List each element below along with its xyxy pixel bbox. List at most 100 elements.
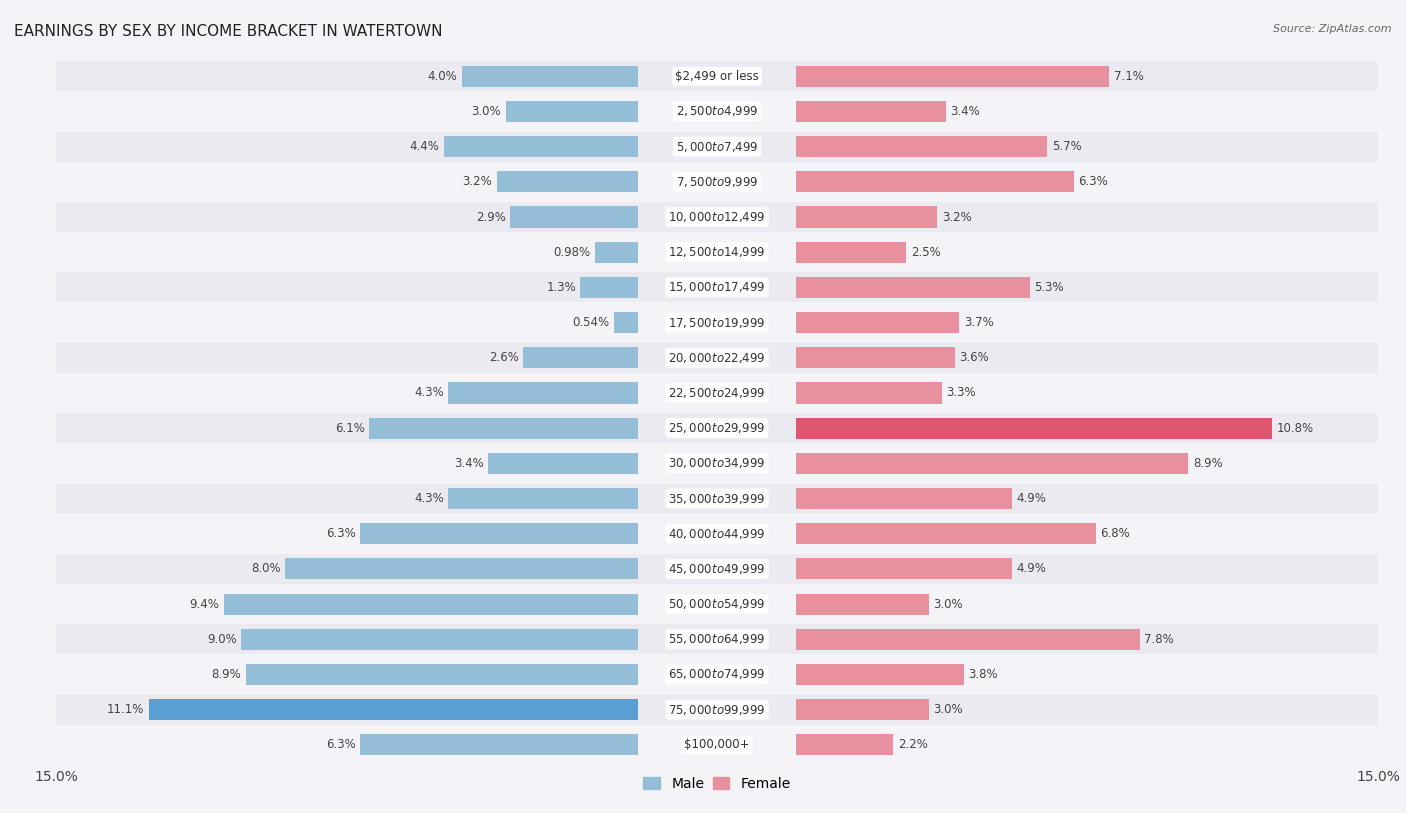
Bar xyxy=(496,172,638,193)
Text: 3.4%: 3.4% xyxy=(454,457,484,470)
Text: $65,000 to $74,999: $65,000 to $74,999 xyxy=(668,667,766,681)
Bar xyxy=(595,241,638,263)
Bar xyxy=(56,343,1378,372)
Text: 4.3%: 4.3% xyxy=(415,386,444,399)
Text: 9.0%: 9.0% xyxy=(207,633,236,646)
Text: 6.8%: 6.8% xyxy=(1101,527,1130,540)
Bar xyxy=(56,97,1378,126)
Text: 3.0%: 3.0% xyxy=(471,105,501,118)
Text: Source: ZipAtlas.com: Source: ZipAtlas.com xyxy=(1274,24,1392,34)
Text: 11.1%: 11.1% xyxy=(107,703,145,716)
Text: 3.2%: 3.2% xyxy=(463,176,492,189)
Legend: Male, Female: Male, Female xyxy=(638,771,796,796)
Text: $100,000+: $100,000+ xyxy=(685,738,749,751)
Bar xyxy=(56,61,1378,91)
Bar xyxy=(796,172,1074,193)
Text: $15,000 to $17,499: $15,000 to $17,499 xyxy=(668,280,766,294)
Bar xyxy=(796,453,1188,474)
Bar xyxy=(796,136,1047,157)
Bar xyxy=(56,167,1378,197)
Bar xyxy=(242,628,638,650)
Text: $12,500 to $14,999: $12,500 to $14,999 xyxy=(668,246,766,259)
Text: 8.9%: 8.9% xyxy=(1192,457,1223,470)
Bar xyxy=(614,312,638,333)
Text: $10,000 to $12,499: $10,000 to $12,499 xyxy=(668,210,766,224)
Text: 3.0%: 3.0% xyxy=(934,703,963,716)
Text: 8.0%: 8.0% xyxy=(252,563,281,576)
Bar xyxy=(56,307,1378,337)
Bar xyxy=(488,453,638,474)
Bar xyxy=(796,628,1140,650)
Bar xyxy=(56,519,1378,549)
Text: $7,500 to $9,999: $7,500 to $9,999 xyxy=(676,175,758,189)
Text: 0.98%: 0.98% xyxy=(553,246,591,259)
Text: $20,000 to $22,499: $20,000 to $22,499 xyxy=(668,350,766,365)
Bar xyxy=(796,524,1095,544)
Text: 7.1%: 7.1% xyxy=(1114,70,1143,83)
Bar xyxy=(368,418,638,439)
Text: EARNINGS BY SEX BY INCOME BRACKET IN WATERTOWN: EARNINGS BY SEX BY INCOME BRACKET IN WAT… xyxy=(14,24,443,39)
Bar xyxy=(461,66,638,87)
Bar xyxy=(796,312,959,333)
Text: 3.0%: 3.0% xyxy=(934,598,963,611)
Bar xyxy=(796,593,928,615)
Text: $2,499 or less: $2,499 or less xyxy=(675,70,759,83)
Bar xyxy=(56,730,1378,760)
Text: 2.2%: 2.2% xyxy=(897,738,928,751)
Bar xyxy=(523,347,638,368)
Text: $50,000 to $54,999: $50,000 to $54,999 xyxy=(668,597,766,611)
Text: 3.7%: 3.7% xyxy=(963,316,994,329)
Bar xyxy=(796,207,938,228)
Text: 5.3%: 5.3% xyxy=(1035,281,1064,294)
Text: 3.2%: 3.2% xyxy=(942,211,972,224)
Text: 4.9%: 4.9% xyxy=(1017,563,1046,576)
Bar xyxy=(56,132,1378,162)
Bar xyxy=(796,699,928,720)
Text: $40,000 to $44,999: $40,000 to $44,999 xyxy=(668,527,766,541)
Bar xyxy=(56,695,1378,724)
Text: 3.8%: 3.8% xyxy=(969,668,998,681)
Text: $75,000 to $99,999: $75,000 to $99,999 xyxy=(668,702,766,717)
Text: 3.3%: 3.3% xyxy=(946,386,976,399)
Text: $55,000 to $64,999: $55,000 to $64,999 xyxy=(668,633,766,646)
Text: 9.4%: 9.4% xyxy=(190,598,219,611)
Text: 1.3%: 1.3% xyxy=(547,281,576,294)
Bar xyxy=(510,207,638,228)
Text: 2.9%: 2.9% xyxy=(475,211,506,224)
Bar xyxy=(56,237,1378,267)
Bar xyxy=(56,378,1378,408)
Bar xyxy=(796,664,963,685)
Bar xyxy=(796,418,1272,439)
Bar xyxy=(285,559,638,580)
Bar xyxy=(56,484,1378,514)
Text: 6.1%: 6.1% xyxy=(335,422,364,435)
Text: 6.3%: 6.3% xyxy=(1078,176,1108,189)
Text: $5,000 to $7,499: $5,000 to $7,499 xyxy=(676,140,758,154)
Bar xyxy=(796,277,1029,298)
Bar xyxy=(360,524,638,544)
Bar xyxy=(56,554,1378,584)
Text: 6.3%: 6.3% xyxy=(326,738,356,751)
Bar xyxy=(796,347,955,368)
Bar xyxy=(56,449,1378,478)
Bar xyxy=(56,202,1378,232)
Bar xyxy=(360,734,638,755)
Text: 4.3%: 4.3% xyxy=(415,492,444,505)
Bar xyxy=(449,488,638,509)
Bar xyxy=(56,413,1378,443)
Text: $30,000 to $34,999: $30,000 to $34,999 xyxy=(668,456,766,471)
Text: 3.4%: 3.4% xyxy=(950,105,980,118)
Text: 10.8%: 10.8% xyxy=(1277,422,1313,435)
Bar xyxy=(796,101,946,122)
Bar xyxy=(444,136,638,157)
Bar xyxy=(796,488,1012,509)
Text: 8.9%: 8.9% xyxy=(211,668,242,681)
Bar xyxy=(56,589,1378,619)
Bar xyxy=(796,382,942,403)
Text: $2,500 to $4,999: $2,500 to $4,999 xyxy=(676,104,758,119)
Text: 3.6%: 3.6% xyxy=(959,351,988,364)
Bar xyxy=(56,272,1378,302)
Text: 6.3%: 6.3% xyxy=(326,527,356,540)
Text: 2.6%: 2.6% xyxy=(489,351,519,364)
Text: 7.8%: 7.8% xyxy=(1144,633,1174,646)
